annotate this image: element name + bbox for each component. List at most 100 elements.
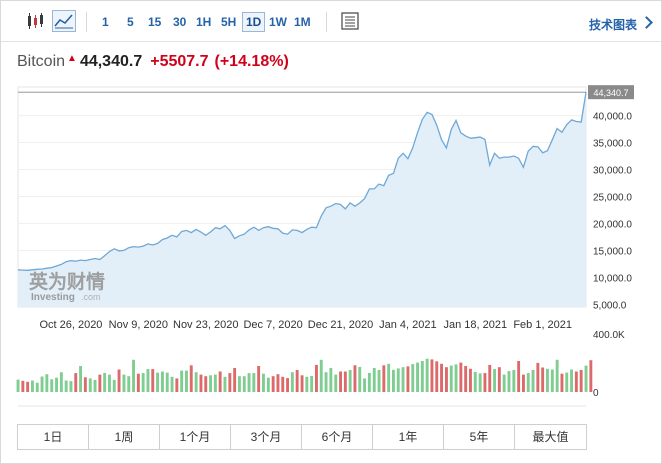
tech-chart-link[interactable]: 技术图表 [588,18,637,32]
volume-bar [329,368,333,392]
timeframe-1h[interactable]: 1H [196,15,212,29]
price-change-percent: (+14.18%) [214,53,289,70]
volume-bar [396,368,400,392]
last-price-label: 44,340.7 [593,88,628,98]
y-tick-label: 35,000.0 [593,139,632,150]
volume-bar [531,370,535,392]
volume-bar [430,359,434,392]
instrument-name: Bitcoin [17,53,66,70]
range-button-7[interactable]: 最大值 [532,430,569,444]
volume-bar [324,372,328,392]
volume-bar [435,361,439,392]
volume-bar [242,376,246,392]
volume-bar [502,374,506,392]
timeframe-15[interactable]: 15 [148,15,162,29]
volume-bar [507,371,511,392]
volume-axis-label: 0 [593,388,599,399]
volume-bar [74,373,78,392]
last-price-tag [588,85,634,100]
volume-bar [127,376,131,392]
toolbar-divider [326,12,327,32]
x-tick-label: Dec 7, 2020 [243,319,302,331]
table-view-icon[interactable] [340,12,360,30]
volume-bar [411,364,415,392]
timeframe-1m[interactable]: 1M [294,15,311,29]
volume-bar [315,364,318,392]
volume-bar [79,366,82,392]
volume-bar [343,371,347,392]
volume-bar [165,372,169,392]
volume-bar [228,373,232,392]
price-line [17,92,587,271]
range-button-2[interactable]: 1个月 [160,425,231,449]
volume-bar [425,358,429,392]
volume-bar [493,369,496,392]
timeframe-1d[interactable]: 1D [242,12,266,32]
volume-bar [194,372,198,392]
volume-bar [233,368,237,392]
volume-bar [204,376,208,392]
range-button-6[interactable]: 5年 [444,425,515,449]
volume-bar [112,379,116,392]
volume-bar [16,379,20,392]
timeframe-5[interactable]: 5 [127,15,134,29]
volume-bar [420,361,424,392]
volume-bar [483,373,487,392]
timeframe-5h[interactable]: 5H [221,15,237,29]
range-button-1[interactable]: 1周 [89,425,160,449]
volume-bar [108,374,111,392]
volume-bar [189,365,193,392]
volume-bar [550,369,554,392]
volume-bar [69,381,73,392]
x-tick-label: Feb 1, 2021 [513,319,572,331]
y-tick-label: 20,000.0 [593,219,632,230]
volume-bar [536,362,540,392]
volume-bar [64,380,68,392]
volume-bar [459,362,463,392]
timeframe-1[interactable]: 1 [102,15,109,29]
timeframe-1w[interactable]: 1W [269,15,287,29]
volume-bar [238,376,241,392]
volume-bar [574,371,578,392]
volume-bar [35,382,39,392]
arrow-up-icon: ▲ [67,53,77,64]
volume-bar [382,365,386,392]
x-tick-label: Oct 26, 2020 [39,319,102,331]
volume-bar [464,366,468,392]
quote-header: Bitcoin ▲ 44,340.7 +5507.7 (+14.18%) [17,53,289,71]
candlestick-chart-icon[interactable] [25,12,47,30]
volume-bar [570,369,573,392]
volume-bar [151,369,155,392]
volume-bar [478,373,482,392]
chart-toolbar: 1 5 15 30 1H 5H 1D 1W 1M 技术图表 [1,1,661,42]
watermark-sub: Investing [31,292,75,303]
area-chart-icon[interactable] [52,10,76,32]
volume-bar [339,371,342,392]
timeframe-30[interactable]: 30 [173,15,187,29]
volume-bar [286,378,289,393]
toolbar-divider [86,12,87,32]
volume-bar [103,372,107,392]
volume-bar [281,376,285,392]
y-tick-label: 25,000.0 [593,192,632,203]
range-selector: 1日 1周 1个月 3个月 6个月 1年 5年 最大值 [17,424,587,450]
volume-bar [271,376,275,392]
range-button-3[interactable]: 3个月 [231,425,302,449]
volume-bar [295,370,299,392]
volume-bar [363,378,366,392]
volume-bar [180,370,184,392]
range-button-0[interactable]: 1日 [18,425,89,449]
range-button-4[interactable]: 6个月 [302,425,373,449]
volume-bar [199,374,203,392]
volume-bar [522,374,525,392]
volume-bar [392,369,395,392]
y-tick-label: 15,000.0 [593,246,632,257]
volume-bar [440,363,443,392]
range-button-5[interactable]: 1年 [373,425,444,449]
volume-bar [372,368,376,392]
volume-bar [247,373,251,392]
volume-bar [401,367,405,392]
volume-bar [300,375,304,392]
volume-bar [579,370,583,392]
volume-bar [367,372,371,392]
